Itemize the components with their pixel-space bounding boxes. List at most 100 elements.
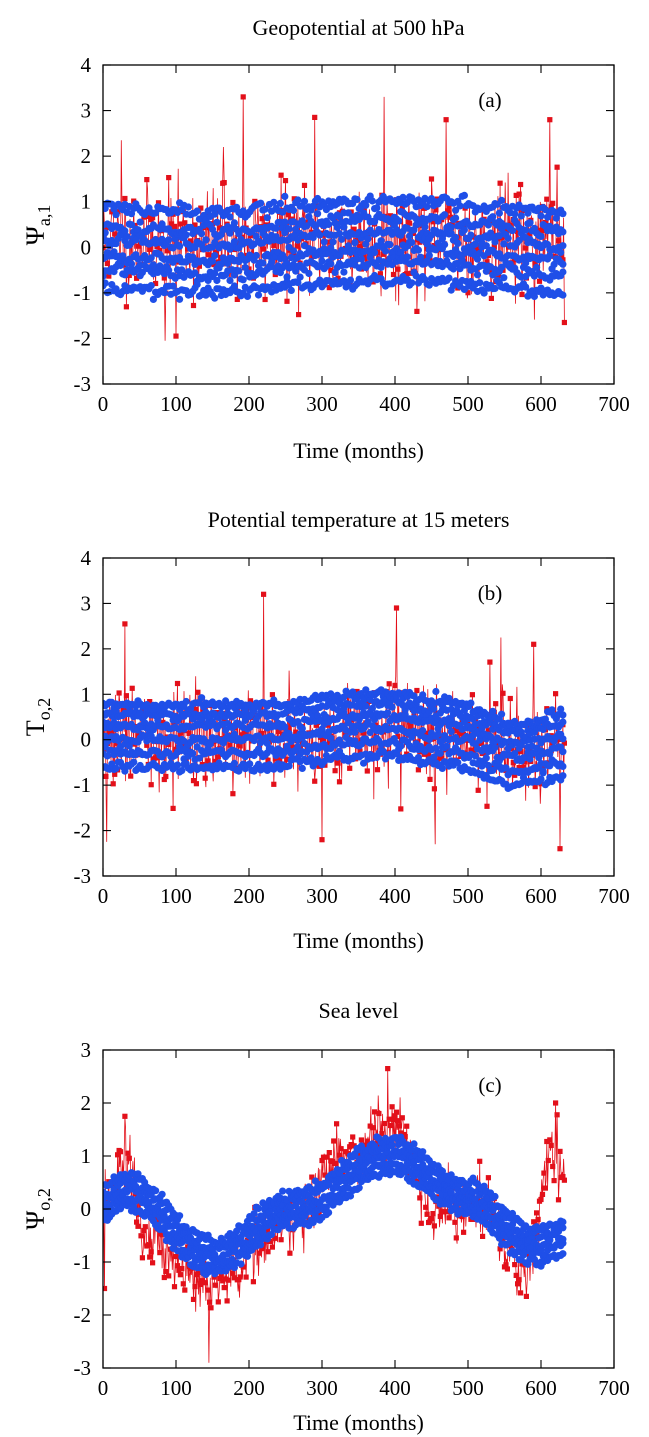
data-point-square — [516, 191, 522, 197]
data-point-dot — [559, 260, 567, 268]
data-point-dot — [559, 772, 567, 780]
data-point-square — [518, 181, 524, 188]
data-point-square — [361, 206, 367, 212]
data-point-square — [150, 1260, 156, 1266]
data-point-dot — [368, 704, 376, 712]
data-point-dot — [353, 195, 361, 204]
data-point-square — [446, 1215, 452, 1221]
data-point-square — [177, 1272, 183, 1278]
y-axis-label-subscript: o,2 — [34, 698, 54, 721]
data-point-square — [202, 1280, 208, 1286]
data-point-square — [190, 1296, 197, 1302]
data-point-square — [261, 246, 267, 252]
data-point-square — [465, 290, 471, 296]
data-point-dot — [546, 1236, 554, 1244]
data-point-dot — [316, 276, 324, 284]
data-point-square — [205, 758, 211, 764]
data-point-dot — [134, 1170, 142, 1178]
data-point-square — [376, 1110, 382, 1117]
y-axis-label-main: T — [21, 720, 50, 736]
data-point-dot — [443, 742, 451, 750]
data-point-square — [402, 1134, 408, 1140]
data-point-dot — [289, 206, 298, 214]
data-point-square — [404, 751, 410, 757]
data-point-square — [439, 1209, 445, 1215]
data-point-square — [404, 1123, 410, 1129]
x-axis-label: Time (months) — [293, 1410, 424, 1435]
data-point-square — [304, 219, 310, 225]
data-point-square — [385, 1066, 391, 1072]
data-point-dot — [213, 218, 221, 226]
data-point-dot — [559, 748, 567, 756]
data-point-square — [272, 1235, 278, 1241]
data-point-square — [370, 1125, 376, 1131]
data-point-square — [388, 1122, 394, 1129]
data-point-square — [347, 765, 353, 771]
data-point-square — [372, 1109, 378, 1115]
data-point-dot — [325, 1209, 333, 1217]
data-point-dot — [452, 206, 460, 214]
y-tick-label: -3 — [74, 864, 92, 888]
data-point-square — [243, 1274, 249, 1280]
data-point-dot — [230, 219, 238, 227]
data-point-square — [415, 767, 421, 773]
data-point-square — [282, 178, 289, 184]
data-point-square — [545, 1157, 551, 1164]
data-point-square — [335, 275, 341, 281]
x-tick-label: 200 — [233, 1376, 265, 1400]
data-point-square — [263, 1227, 270, 1233]
data-point-square — [550, 200, 556, 206]
data-point-square — [182, 220, 188, 226]
data-point-square — [433, 207, 439, 213]
y-axis-label: To,2 — [21, 698, 54, 736]
data-point-square — [128, 773, 134, 779]
data-point-square — [265, 1249, 271, 1255]
data-point-square — [148, 1249, 154, 1255]
data-point-square — [325, 239, 331, 245]
data-point-square — [173, 333, 179, 339]
data-point-square — [544, 196, 550, 202]
data-point-square — [221, 180, 227, 186]
data-point-square — [259, 730, 265, 737]
data-point-dot — [406, 232, 414, 240]
data-point-square — [296, 312, 302, 318]
data-point-square — [393, 1109, 400, 1115]
data-point-square — [427, 776, 433, 782]
data-point-dot — [208, 257, 217, 265]
data-point-square — [487, 659, 493, 665]
data-point-dot — [211, 239, 219, 247]
data-point-square — [313, 722, 319, 728]
data-point-dot — [403, 198, 411, 207]
x-tick-label: 500 — [452, 884, 484, 908]
data-point-square — [452, 728, 458, 734]
data-point-dot — [300, 197, 309, 205]
data-point-dot — [340, 223, 348, 231]
data-point-dot — [211, 294, 219, 302]
data-point-square — [551, 1178, 557, 1184]
data-point-square — [399, 1115, 405, 1121]
data-point-dot — [355, 1184, 363, 1192]
data-point-square — [382, 1120, 388, 1127]
data-point-square — [122, 195, 128, 202]
x-tick-label: 0 — [98, 1376, 109, 1400]
data-point-dot — [489, 213, 497, 221]
panel-label: (a) — [478, 88, 501, 112]
data-point-square — [199, 1278, 205, 1284]
data-point-square — [198, 1281, 204, 1287]
data-point-dot — [557, 248, 565, 256]
data-point-dot — [388, 230, 396, 238]
data-point-dot — [281, 723, 289, 731]
plot-area — [103, 1066, 567, 1363]
data-point-square — [547, 1137, 553, 1143]
data-point-square — [531, 641, 537, 647]
data-point-dot — [460, 191, 468, 199]
data-point-dot — [121, 227, 129, 235]
data-point-square — [217, 225, 223, 231]
data-point-square — [141, 1227, 147, 1234]
x-tick-label: 400 — [379, 884, 411, 908]
data-point-dot — [132, 236, 140, 244]
data-point-square — [148, 782, 154, 788]
data-point-square — [278, 1237, 284, 1243]
